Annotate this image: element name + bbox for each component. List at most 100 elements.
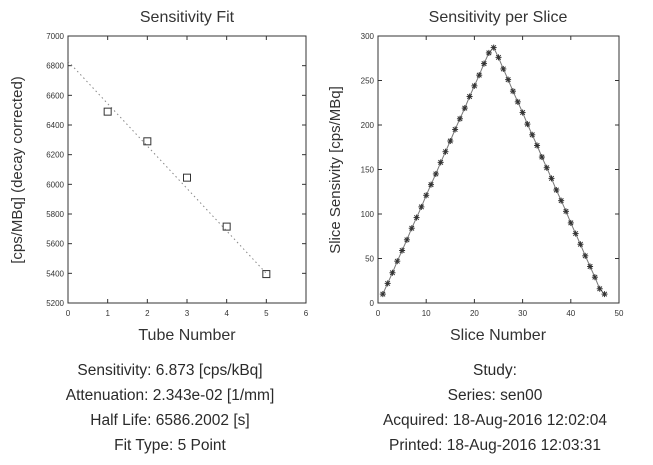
data-point: [582, 252, 589, 259]
y-tick-label: 100: [361, 210, 375, 219]
y-tick-label: 300: [361, 32, 375, 41]
data-point: [471, 82, 478, 89]
study-summary: Study: Series: sen00 Acquired: 18-Aug-20…: [340, 358, 650, 458]
y-tick-label: 6400: [46, 121, 64, 130]
y-axis-label: Slice Sensivity [cps/MBq]: [327, 86, 344, 254]
x-tick-label: 4: [224, 309, 229, 318]
fit-summary: Sensitivity: 6.873 [cps/kBq] Attenuation…: [40, 358, 300, 458]
y-tick-label: 6800: [46, 62, 64, 71]
data-point: [456, 115, 463, 122]
x-tick-label: 40: [566, 309, 575, 318]
data-point: [452, 126, 459, 133]
y-tick-label: 150: [361, 166, 375, 175]
y-tick-label: 6200: [46, 151, 64, 160]
x-axis-label: Tube Number: [138, 327, 236, 344]
data-point: [548, 175, 555, 182]
sensitivity-value: Sensitivity: 6.873 [cps/kBq]: [77, 362, 263, 379]
data-point: [500, 65, 507, 72]
data-point: [519, 109, 526, 116]
data-point: [413, 214, 420, 221]
data-point: [461, 105, 468, 112]
plot-frame: [377, 35, 620, 304]
data-point: [577, 241, 584, 248]
plot-frame: [67, 35, 307, 304]
data-point: [476, 72, 483, 79]
y-tick-label: 50: [365, 255, 374, 264]
data-point: [447, 138, 454, 145]
data-point: [534, 142, 541, 149]
y-tick-label: 5200: [46, 299, 64, 308]
x-tick-label: 10: [422, 309, 431, 318]
data-point: [543, 164, 550, 171]
data-point: [538, 154, 545, 161]
data-point: [394, 258, 401, 265]
data-point: [408, 225, 415, 232]
y-tick-label: 200: [361, 121, 375, 130]
attenuation-value: Attenuation: 2.343e-02 [1/mm]: [65, 387, 275, 404]
data-point: [442, 148, 449, 155]
acquired-timestamp: Acquired: 18-Aug-2016 12:02:04: [382, 412, 608, 429]
sensitivity-fit-chart: Sensitivity Fit 5200 5400 5600 5800 6000 6200…: [9, 9, 309, 344]
data-point: [384, 280, 391, 287]
x-tick-label: 30: [518, 309, 527, 318]
y-tick-label: 7000: [46, 32, 64, 41]
y-tick-label: 0: [370, 299, 375, 308]
y-tick-label: 250: [361, 77, 375, 86]
data-point: [399, 247, 406, 254]
data-point: [572, 230, 579, 237]
data-point: [567, 219, 574, 226]
data-point: [509, 88, 516, 95]
half-life-value: Half Life: 6586.2002 [s]: [90, 412, 250, 429]
y-tick-label: 5800: [46, 210, 64, 219]
y-axis-label: [cps/MBq] (decay corrected): [9, 76, 26, 264]
data-point: [437, 159, 444, 166]
data-point: [558, 197, 565, 204]
series-line: [382, 46, 605, 295]
data-point: [143, 137, 152, 146]
chart-title: Sensitivity Fit: [140, 9, 235, 26]
data-point: [428, 181, 435, 188]
data-point: [432, 170, 439, 177]
x-tick-label: 0: [66, 309, 71, 318]
x-tick-label: 1: [105, 309, 110, 318]
series-value: Series: sen00: [447, 387, 543, 404]
data-point: [562, 208, 569, 215]
data-point: [524, 121, 531, 128]
y-tick-label: 6600: [46, 91, 64, 100]
fit-type-value: Fit Type: 5 Point: [114, 437, 226, 454]
chart-title: Sensitivity per Slice: [429, 9, 568, 26]
data-point: [466, 93, 473, 100]
y-tick-label: 5400: [46, 269, 64, 278]
data-point: [262, 270, 271, 279]
data-point: [222, 222, 231, 231]
y-tick-label: 5600: [46, 240, 64, 249]
data-point: [481, 60, 488, 67]
y-tick-label: 6000: [46, 180, 64, 189]
data-point: [553, 186, 560, 193]
data-point: [591, 274, 598, 281]
data-point: [490, 44, 497, 51]
fit-line: [67, 60, 267, 274]
x-tick-label: 6: [304, 309, 309, 318]
sensitivity-per-slice-chart: Sensitivity per Slice 050100150200250300…: [327, 9, 624, 344]
x-tick-label: 2: [145, 309, 150, 318]
x-tick-label: 5: [264, 309, 269, 318]
x-tick-label: 0: [376, 309, 381, 318]
data-point: [485, 49, 492, 56]
printed-timestamp: Printed: 18-Aug-2016 12:03:31: [389, 437, 601, 454]
data-point: [596, 285, 603, 292]
data-point: [379, 291, 386, 298]
data-point: [403, 236, 410, 243]
data-point: [529, 131, 536, 138]
data-point: [103, 107, 112, 116]
data-point: [514, 98, 521, 105]
data-point: [389, 269, 396, 276]
data-point: [183, 173, 191, 182]
data-point: [601, 291, 608, 298]
data-point: [505, 76, 512, 83]
data-point: [418, 203, 425, 210]
x-tick-label: 50: [615, 309, 624, 318]
study-label: Study:: [473, 362, 517, 379]
x-axis-label: Slice Number: [450, 327, 547, 344]
